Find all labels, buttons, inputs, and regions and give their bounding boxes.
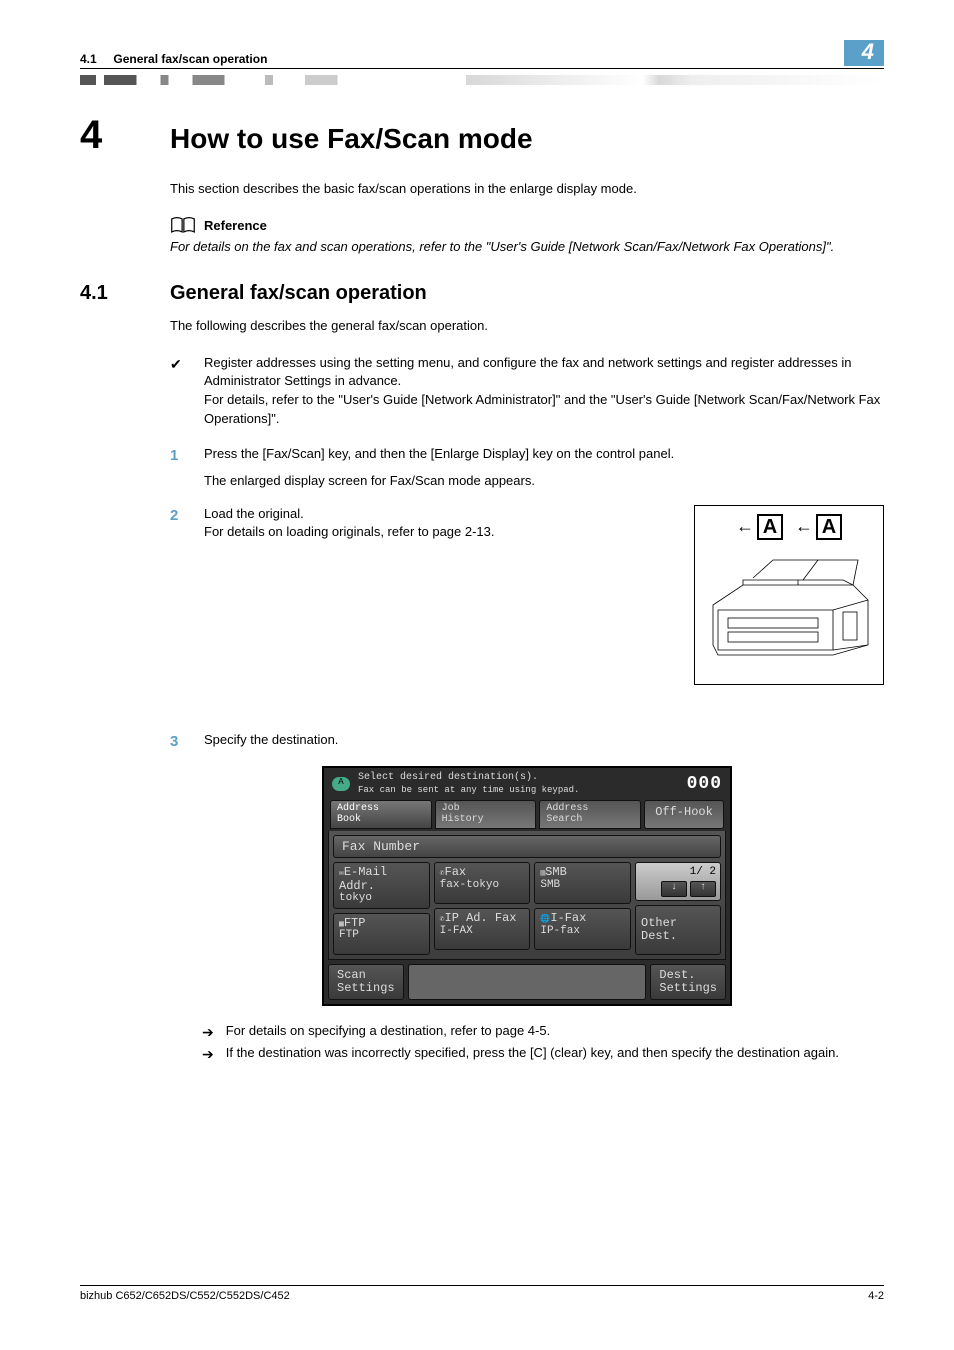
reference-header: Reference (170, 216, 884, 234)
dest-settings-button[interactable]: Dest. Settings (650, 964, 726, 1000)
reference-text: For details on the fax and scan operatio… (170, 238, 884, 256)
dest-label: FTP (344, 916, 366, 930)
zoom-icon: A (332, 777, 350, 791)
load-original-illustration: ← A ← A (694, 505, 884, 685)
step-2: 2 Load the original. For details on load… (170, 505, 678, 543)
arrow-left-icon: ← (795, 516, 813, 537)
page-down-button[interactable]: ↓ (661, 881, 687, 897)
dest-value: fax-tokyo (440, 880, 525, 892)
dest-fax-button[interactable]: ✆Fax fax-tokyo (434, 862, 531, 904)
chapter-number: 4 (80, 113, 130, 158)
book-icon (170, 216, 196, 234)
dest-value: FTP (339, 930, 424, 942)
step-subtext: The enlarged display screen for Fax/Scan… (204, 472, 884, 491)
dest-label: IP Ad. Fax (445, 911, 517, 925)
chapter-title-row: 4 How to use Fax/Scan mode (80, 113, 884, 158)
tab-address-search[interactable]: Address Search (539, 800, 641, 829)
note-item: ➔ For details on specifying a destinatio… (202, 1022, 884, 1042)
scan-settings-button[interactable]: Scan Settings (328, 964, 404, 1000)
tab-address-book[interactable]: Address Book (330, 800, 432, 829)
arrow-right-icon: ➔ (202, 1044, 214, 1064)
dest-value: SMB (540, 880, 625, 892)
dest-label: E-Mail Addr. (339, 865, 387, 893)
section-heading: 4.1 General fax/scan operation (80, 282, 884, 305)
decorative-bar (80, 75, 884, 85)
dest-smb-button[interactable]: ▥SMB SMB (534, 862, 631, 904)
intro-paragraph: This section describes the basic fax/sca… (170, 180, 884, 198)
printer-icon (703, 550, 873, 660)
dest-ifax-button[interactable]: 🌐I-Fax IP-fax (534, 908, 631, 950)
fax-number-field[interactable]: Fax Number (333, 835, 721, 858)
step-subtext: For details on loading originals, refer … (204, 523, 678, 542)
dest-label: SMB (545, 865, 567, 879)
step-number: 3 (170, 731, 184, 753)
section-intro: The following describes the general fax/… (170, 317, 884, 335)
illustration-marker: A (757, 514, 783, 540)
bottom-spacer (408, 964, 647, 1000)
note-text: For details on specifying a destination,… (226, 1022, 550, 1042)
checkmark-icon: ✔ (170, 354, 184, 429)
section-title: General fax/scan operation (170, 282, 427, 305)
step-number: 2 (170, 505, 184, 543)
arrow-right-icon: ➔ (202, 1022, 214, 1042)
fax-scan-display-panel: A Select desired destination(s). Fax can… (322, 766, 732, 1006)
header-section-num: 4.1 (80, 52, 97, 66)
other-dest-button[interactable]: Other Dest. (635, 905, 721, 955)
footer-model: bizhub C652/C652DS/C552/C552DS/C452 (80, 1290, 290, 1302)
prerequisite-item: ✔ Register addresses using the setting m… (170, 354, 884, 429)
illustration-marker: A (816, 514, 842, 540)
page-count: 1/ 2 (640, 866, 716, 878)
dest-value: IP-fax (540, 926, 625, 938)
dest-ipfax-button[interactable]: ✆IP Ad. Fax I-FAX (434, 908, 531, 950)
chapter-title: How to use Fax/Scan mode (170, 123, 533, 155)
panel-instruction-1: Select desired destination(s). (358, 772, 579, 785)
step-text: Specify the destination. (204, 731, 884, 750)
panel-instructions: Select desired destination(s). Fax can b… (358, 772, 579, 796)
arrow-left-icon: ← (736, 516, 754, 537)
note-text: If the destination was incorrectly speci… (226, 1044, 839, 1064)
page-indicator: 1/ 2 ↓ ↑ (635, 862, 721, 901)
off-hook-button[interactable]: Off-Hook (644, 800, 724, 829)
dest-email-button[interactable]: ✉E-Mail Addr. tokyo (333, 862, 430, 909)
step-text: Load the original. (204, 505, 678, 524)
header-breadcrumb: 4.1 General fax/scan operation (80, 52, 267, 66)
dest-ftp-button[interactable]: ▦FTP FTP (333, 913, 430, 955)
section-number: 4.1 (80, 282, 130, 305)
dest-label: Fax (445, 865, 467, 879)
prerequisite-text: Register addresses using the setting men… (204, 354, 884, 429)
page-up-button[interactable]: ↑ (690, 881, 716, 897)
footer-page: 4-2 (868, 1290, 884, 1302)
dest-value: tokyo (339, 893, 424, 905)
page-header: 4.1 General fax/scan operation 4 (80, 40, 884, 69)
reference-label: Reference (204, 218, 267, 233)
dest-label: I-Fax (550, 911, 586, 925)
page-footer: bizhub C652/C652DS/C552/C552DS/C452 4-2 (80, 1285, 884, 1302)
destination-count: 000 (687, 774, 722, 794)
step-text: Press the [Fax/Scan] key, and then the [… (204, 445, 884, 464)
step-1: 1 Press the [Fax/Scan] key, and then the… (170, 445, 884, 491)
step-number: 1 (170, 445, 184, 491)
note-item: ➔ If the destination was incorrectly spe… (202, 1044, 884, 1064)
chapter-badge: 4 (844, 40, 884, 66)
panel-instruction-2: Fax can be sent at any time using keypad… (358, 785, 579, 796)
globe-icon: 🌐 (540, 915, 550, 924)
tab-job-history[interactable]: Job History (435, 800, 537, 829)
header-section-title: General fax/scan operation (113, 52, 267, 66)
step-3: 3 Specify the destination. (170, 731, 884, 753)
dest-value: I-FAX (440, 926, 525, 938)
